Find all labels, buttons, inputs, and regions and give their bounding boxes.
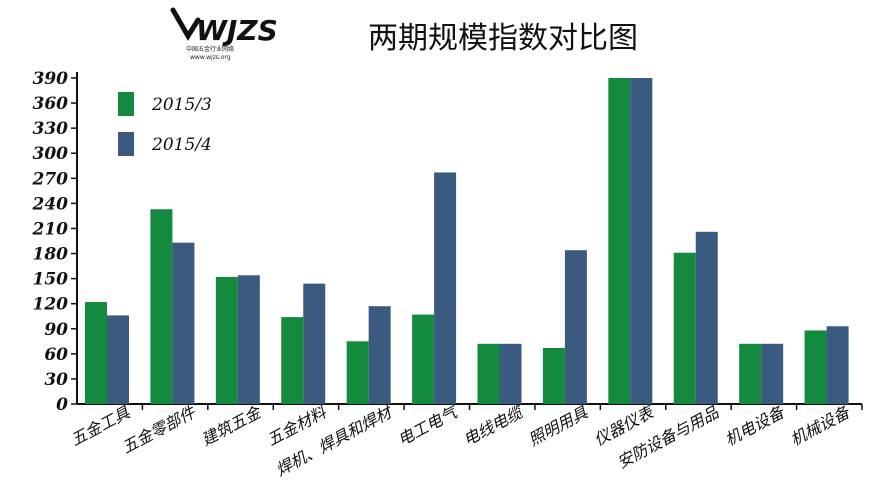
y-tick-label: 180 — [33, 245, 69, 265]
y-tick-label: 390 — [33, 69, 69, 89]
y-tick-label: 300 — [33, 144, 69, 164]
bars — [85, 78, 863, 410]
bar-series1 — [150, 209, 173, 404]
bar-series1 — [804, 330, 827, 404]
legend-label: 2015/4 — [151, 135, 212, 155]
bar-series1 — [673, 252, 696, 404]
logo-text: WJZS — [196, 14, 278, 47]
bar-series2 — [630, 78, 653, 404]
bar-series2 — [237, 275, 260, 404]
bar-series2 — [107, 315, 129, 404]
legend: 2015/3 2015/4 — [118, 92, 212, 156]
y-tick-label: 210 — [32, 219, 69, 239]
logo-url: www.wjzs.org — [190, 54, 231, 61]
y-tick-label: 60 — [44, 345, 68, 365]
logo-arrow-icon — [170, 7, 201, 41]
bar-series2 — [826, 326, 849, 404]
x-tick-label: 焊机、焊具和焊材 — [273, 402, 397, 480]
wjzs-logo: WJZS 中国五金行业网络 www.wjzs.org — [170, 7, 278, 61]
bar-series1 — [477, 343, 500, 404]
bar-series1 — [85, 302, 107, 404]
y-tick-label: 330 — [33, 119, 69, 139]
bar-series1 — [412, 314, 435, 404]
bar-series1 — [215, 276, 238, 404]
y-tick-label: 360 — [33, 94, 69, 114]
bar-series2 — [368, 306, 391, 404]
bar-series1 — [281, 317, 304, 404]
legend-swatch — [118, 132, 134, 156]
bar-series2 — [499, 343, 522, 404]
bar-series2 — [303, 283, 326, 404]
logo-subtitle: 中国五金行业网络 — [186, 45, 234, 53]
legend-label: 2015/3 — [151, 95, 212, 115]
x-tick-label: 五金零部件 — [119, 402, 200, 457]
y-tick-label: 270 — [32, 169, 69, 189]
y-tick-label: 90 — [44, 320, 68, 340]
y-axis: 0 30 60 90 120 150 180 210 240 270 300 330 360 390 — [32, 69, 862, 415]
bar-series2 — [564, 250, 587, 404]
bar-series2 — [761, 343, 784, 404]
bar-series1 — [608, 78, 631, 404]
y-tick-label: 150 — [33, 270, 69, 290]
y-tick-label: 0 — [56, 395, 68, 415]
legend-swatch — [118, 92, 134, 116]
bar-series1 — [542, 347, 565, 404]
bar-series2 — [434, 172, 457, 404]
bar-series1 — [346, 341, 369, 404]
y-tick-label: 240 — [32, 194, 69, 214]
bar-series1 — [739, 343, 762, 404]
bar-series2 — [695, 231, 718, 404]
y-tick-label: 120 — [33, 295, 69, 315]
chart-title: 两期规模指数对比图 — [368, 21, 638, 56]
y-tick-label: 30 — [44, 370, 68, 390]
bar-series2 — [172, 242, 195, 404]
